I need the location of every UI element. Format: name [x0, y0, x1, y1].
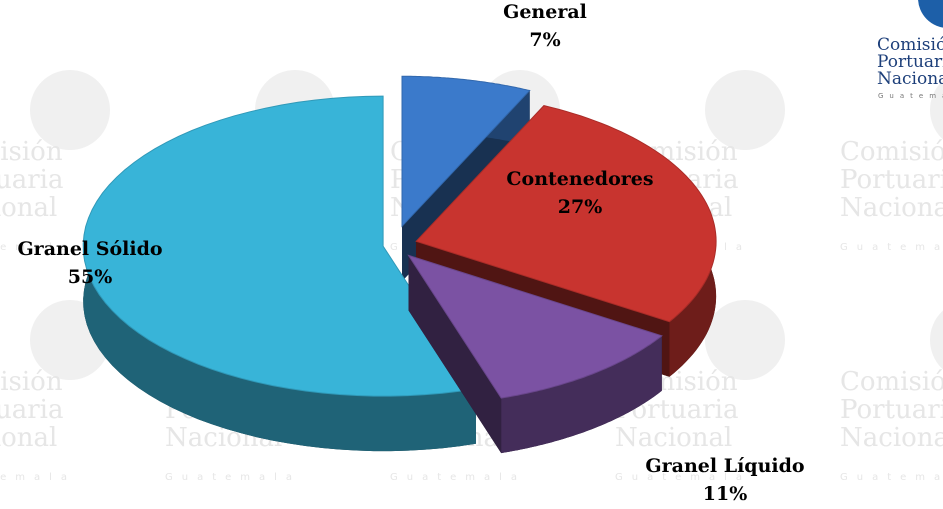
logo-text: Portuaria — [877, 52, 943, 72]
watermark-text: Comisión — [0, 367, 63, 397]
slice-label: General — [503, 1, 587, 23]
slice-wall — [408, 255, 502, 454]
watermark-text: Comisión — [840, 367, 943, 397]
watermark-text: Nacional — [615, 423, 732, 453]
slice-side — [501, 335, 662, 454]
watermark-text: Guatemala — [0, 242, 76, 253]
slice — [82, 95, 477, 397]
watermark-text: Guatemala — [840, 472, 943, 483]
pie — [82, 75, 717, 454]
watermark-text: Guatemala — [615, 472, 751, 483]
watermark-text: Guatemala — [390, 472, 526, 483]
logo-text: Nacional — [877, 69, 943, 89]
watermark-text: Nacional — [840, 193, 943, 223]
slice-label: Granel Sólido — [17, 238, 162, 260]
watermark-text: Portuaria — [840, 165, 943, 195]
slice-value-label: 27% — [558, 196, 603, 218]
watermark-emblem — [705, 70, 785, 150]
watermark-text: Nacional — [0, 423, 57, 453]
watermark-text: Nacional — [840, 423, 943, 453]
watermark-text: Comisión — [840, 137, 943, 167]
slice — [401, 75, 531, 228]
watermark-text: Nacional — [0, 193, 57, 223]
logo-text: Comisión — [877, 35, 943, 55]
watermark-text: Portuaria — [0, 165, 63, 195]
watermark-emblem — [705, 300, 785, 380]
watermark-text: Portuaria — [0, 395, 63, 425]
watermark-text: Guatemala — [0, 472, 76, 483]
slice — [407, 254, 663, 399]
watermark-emblem — [30, 70, 110, 150]
watermark-text: Guatemala — [165, 472, 301, 483]
watermark-emblem — [930, 80, 943, 140]
labels: General 7% Contenedores 27% Granel Líquido 11… — [17, 1, 804, 505]
logo-mark — [918, 0, 943, 28]
watermark-text: Comisión — [0, 137, 63, 167]
slice-label: Granel Líquido — [645, 455, 804, 477]
watermark-emblem — [930, 310, 943, 370]
slice-value-label: 11% — [703, 483, 748, 505]
slice-label: Contenedores — [506, 168, 653, 190]
slice — [415, 105, 717, 323]
watermark-text: Guatemala — [840, 242, 943, 253]
logo: Comisión Portuaria Nacional Guatemala — [877, 0, 943, 100]
slice-value-label: 7% — [529, 29, 560, 51]
watermark-text: Portuaria — [840, 395, 943, 425]
slice-value-label: 55% — [68, 266, 113, 288]
logo-text: Guatemala — [878, 92, 943, 100]
